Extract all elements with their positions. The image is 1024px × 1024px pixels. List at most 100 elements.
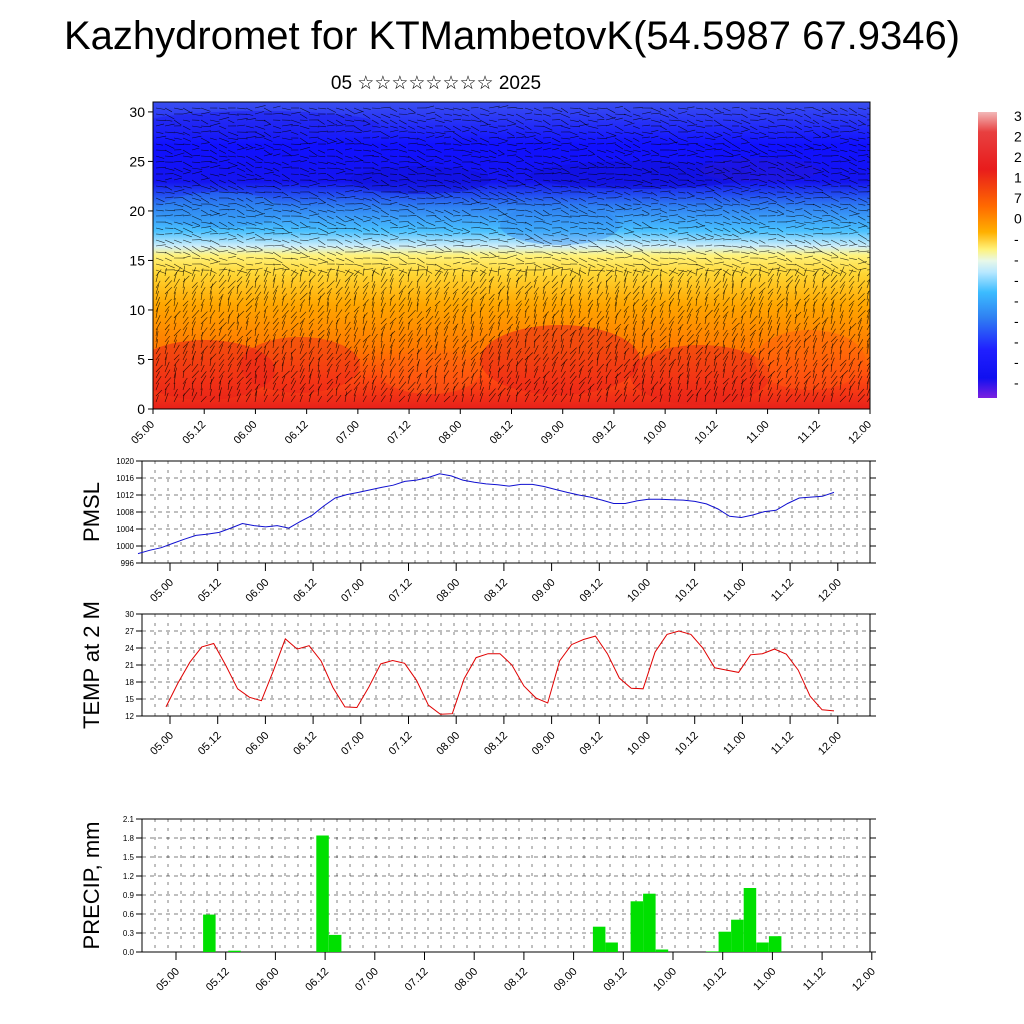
wind-barb (767, 197, 778, 203)
wind-barb (542, 340, 549, 349)
wind-barb (434, 300, 441, 307)
x-tick-label: 06.00 (232, 419, 260, 447)
wind-barb (326, 291, 331, 301)
wind-barb (533, 119, 542, 123)
wind-barb (857, 239, 867, 245)
x-tick-label: 05.00 (154, 966, 182, 994)
wind-barb (389, 209, 399, 212)
wind-barb (830, 231, 842, 235)
wind-barb (785, 173, 795, 177)
wind-barb (605, 304, 611, 313)
wind-barb (416, 372, 423, 379)
wind-barb (821, 219, 833, 223)
wind-barb (749, 269, 755, 277)
wind-barb (677, 107, 689, 110)
wind-barb (866, 263, 870, 265)
wind-barb (713, 362, 718, 373)
wind-barb (650, 291, 657, 301)
wind-barb (488, 365, 492, 373)
wind-barb (866, 239, 870, 242)
wind-barb (452, 256, 464, 259)
wind-barb (641, 209, 650, 214)
wind-barb (164, 356, 167, 367)
wind-barb (686, 136, 697, 139)
wind-barb (443, 286, 450, 295)
wind-barb (434, 272, 442, 283)
wind-barb (398, 274, 405, 283)
wind-barb (497, 173, 508, 177)
wind-barb (659, 342, 666, 349)
wind-barb (803, 392, 810, 403)
wind-barb (632, 263, 643, 266)
wind-barb (650, 130, 659, 133)
wind-barb (497, 161, 509, 163)
wind-barb (794, 149, 803, 155)
wind-barb (335, 333, 342, 343)
wind-barb (218, 353, 224, 361)
wind-barb (740, 269, 749, 274)
wind-barb (443, 339, 447, 349)
wind-barb (767, 288, 774, 295)
wind-barb (605, 363, 609, 373)
wind-barb (695, 173, 703, 177)
wind-barb (677, 364, 684, 373)
wind-barb (542, 125, 553, 131)
wind-barb (155, 338, 159, 349)
wind-barb (182, 209, 191, 214)
wind-barb (659, 137, 668, 141)
wind-barb (407, 221, 416, 227)
wind-barb (380, 302, 386, 313)
wind-barb (776, 167, 786, 172)
x-tick-label: 06.00 (244, 730, 272, 758)
wind-barb (245, 337, 248, 349)
wind-barb (767, 350, 771, 361)
wind-barb (200, 311, 208, 319)
wind-barb (245, 245, 257, 249)
wind-barb (389, 286, 393, 295)
x-tick-label: 07.12 (385, 419, 413, 447)
wind-barb (542, 345, 548, 355)
wind-barb (839, 203, 849, 206)
wind-barb (497, 316, 502, 325)
wind-barb (704, 155, 713, 158)
wind-barb (209, 388, 212, 397)
wind-barb (866, 380, 869, 391)
wind-barb (362, 353, 370, 361)
wind-barb (866, 291, 869, 301)
wind-barb (821, 167, 830, 174)
wind-barb (272, 328, 279, 337)
wind-barb (407, 137, 419, 140)
wind-barb (848, 137, 859, 142)
wind-barb (470, 373, 475, 385)
wind-barb (299, 263, 309, 269)
wind-barb (713, 112, 724, 115)
wind-barb (677, 148, 686, 151)
wind-barb (164, 369, 171, 379)
wind-barb (515, 136, 526, 139)
x-tick-label: 05.00 (148, 577, 176, 605)
wind-barb (785, 346, 791, 355)
wind-barb (839, 119, 849, 124)
wind-barb (506, 316, 513, 325)
wind-barb (785, 197, 794, 202)
wind-barb (749, 131, 759, 135)
wind-barb (380, 197, 392, 201)
wind-barb (479, 350, 484, 361)
wind-barb (776, 308, 780, 319)
wind-barb (191, 208, 200, 211)
wind-barb (767, 393, 774, 403)
wind-barb (470, 369, 479, 379)
wind-barb (749, 189, 761, 193)
wind-barb (416, 239, 426, 244)
wind-barb (497, 213, 508, 217)
wind-barb (515, 326, 519, 337)
x-tick-label: 11.00 (751, 966, 778, 993)
wind-barb (425, 179, 437, 181)
wind-barb (263, 167, 273, 171)
wind-barb (695, 316, 699, 325)
wind-barb (497, 391, 502, 403)
wind-barb (173, 251, 182, 254)
wind-barb (767, 161, 779, 167)
wind-barb (785, 154, 796, 157)
wind-barb (632, 309, 636, 319)
